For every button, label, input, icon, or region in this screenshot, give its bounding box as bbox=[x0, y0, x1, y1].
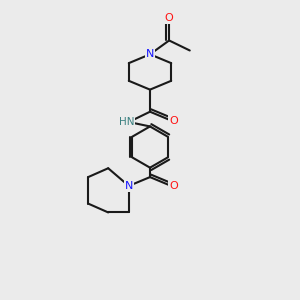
Text: HN: HN bbox=[119, 117, 134, 127]
Text: O: O bbox=[165, 14, 173, 23]
Text: N: N bbox=[124, 181, 133, 191]
Text: O: O bbox=[169, 116, 178, 126]
Text: O: O bbox=[169, 181, 178, 191]
Text: N: N bbox=[146, 49, 154, 59]
